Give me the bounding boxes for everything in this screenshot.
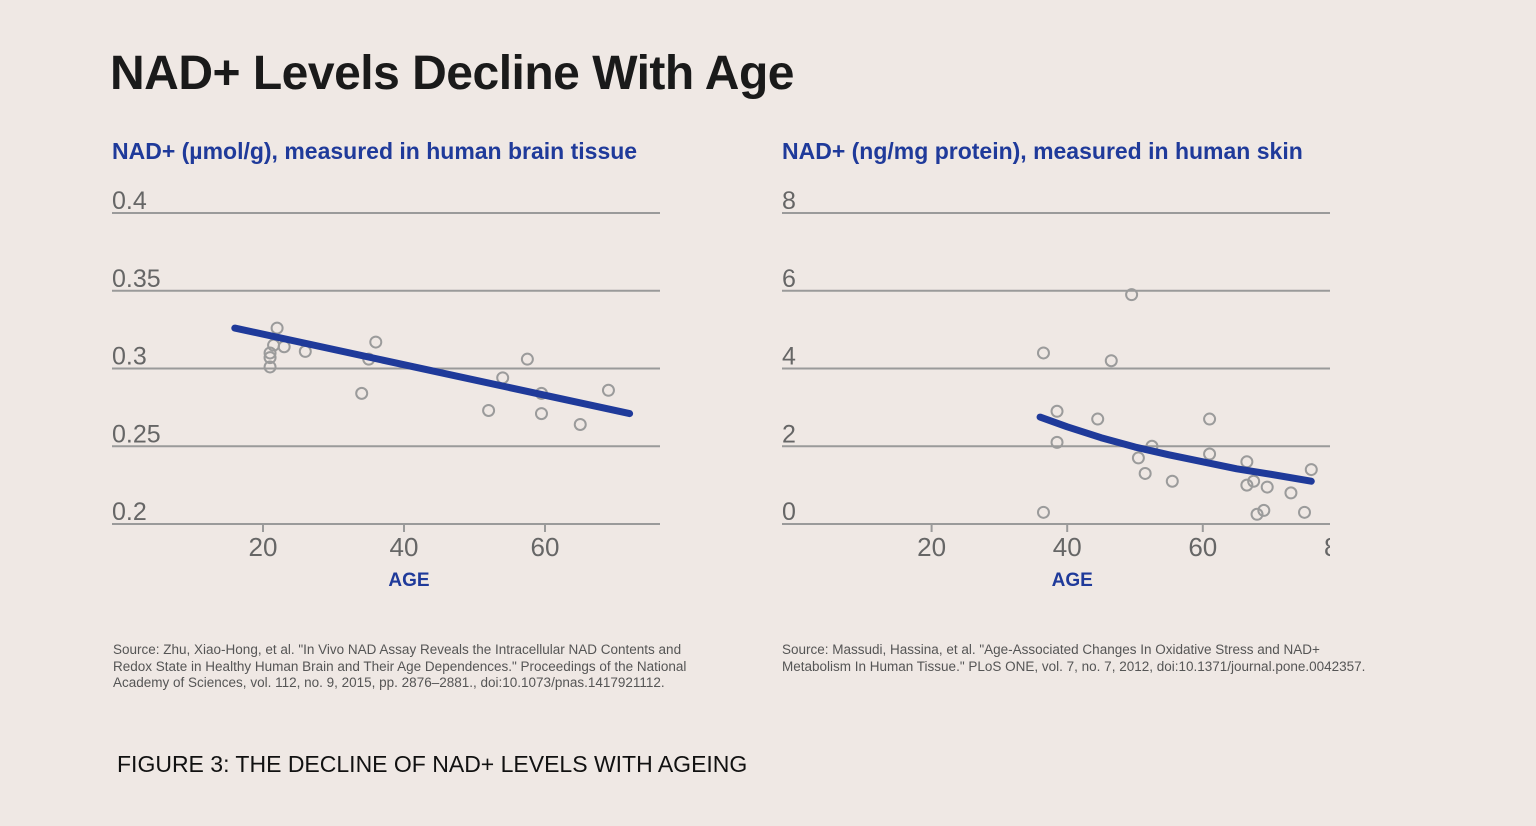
data-point — [355, 386, 369, 400]
y-tick-label: 0 — [782, 498, 796, 526]
y-tick-label: 2 — [782, 420, 796, 448]
y-tick-label: 8 — [782, 187, 796, 215]
data-point — [1284, 486, 1298, 500]
x-tick-label: 20 — [249, 532, 278, 562]
y-tick-label: 0.35 — [112, 265, 161, 293]
brain-chart-title: NAD+ (µmol/g), measured in human brain t… — [112, 138, 638, 164]
main-title: NAD+ Levels Decline With Age — [110, 47, 794, 100]
data-point — [1036, 346, 1050, 360]
data-point — [1247, 474, 1261, 488]
data-point — [263, 346, 277, 360]
data-point — [1165, 474, 1179, 488]
y-tick-label: 0.2 — [112, 498, 147, 526]
data-point — [369, 335, 383, 349]
data-point — [263, 360, 277, 374]
trend-line — [231, 324, 634, 418]
data-point — [1298, 505, 1311, 519]
y-tick-label: 0.4 — [112, 187, 147, 215]
data-point — [1131, 451, 1145, 465]
skin-chart-source: Source: Massudi, Hassina, et al. "Age-As… — [782, 642, 1366, 674]
data-point — [1091, 412, 1105, 426]
data-point — [1125, 288, 1139, 302]
data-point — [1203, 447, 1217, 461]
data-point — [1257, 503, 1271, 517]
data-point — [1036, 505, 1050, 519]
data-point — [534, 407, 548, 421]
x-tick-label: 80 — [1324, 532, 1330, 562]
data-point — [1104, 354, 1118, 368]
data-point — [482, 403, 496, 417]
x-tick-label: 60 — [531, 532, 560, 562]
x-axis-label: AGE — [388, 570, 429, 591]
data-point — [520, 352, 534, 366]
data-point — [1138, 466, 1152, 480]
skin-chart: 0 2 4 6 8 20 40 60 80 AGE — [782, 187, 1330, 591]
x-tick-label: 20 — [917, 532, 946, 562]
y-tick-label: 0.25 — [112, 420, 161, 448]
data-point — [1050, 404, 1064, 418]
x-tick-label: 40 — [1053, 532, 1082, 562]
brain-chart-source: Source: Zhu, Xiao-Hong, et al. "In Vivo … — [113, 642, 687, 690]
figure-caption: FIGURE 3: THE DECLINE OF NAD+ LEVELS WIT… — [117, 751, 748, 777]
data-point — [1050, 435, 1064, 449]
data-point — [270, 321, 284, 335]
y-tick-label: 4 — [782, 343, 796, 371]
trend-line — [1036, 413, 1315, 485]
x-axis-label: AGE — [1052, 570, 1093, 591]
data-point — [1250, 507, 1264, 521]
data-point — [573, 417, 587, 431]
data-point — [496, 371, 510, 385]
data-point — [1240, 455, 1254, 469]
brain-chart: 0.20.250.30.350.420406080AGE — [112, 187, 660, 591]
brain-chart-panel: NAD+ (µmol/g), measured in human brain t… — [0, 130, 686, 730]
data-point — [601, 383, 615, 397]
y-tick-label: 6 — [782, 265, 796, 293]
skin-chart-title: NAD+ (ng/mg protein), measured in human … — [782, 138, 1303, 164]
data-point — [263, 351, 277, 365]
skin-chart-panel: NAD+ (ng/mg protein), measured in human … — [670, 130, 1365, 730]
y-tick-label: 0.3 — [112, 343, 147, 371]
data-point — [1260, 480, 1274, 494]
data-point — [1240, 478, 1254, 492]
data-point — [1203, 412, 1217, 426]
x-tick-label: 40 — [390, 532, 419, 562]
x-tick-label: 60 — [1188, 532, 1217, 562]
data-point — [1304, 463, 1318, 477]
